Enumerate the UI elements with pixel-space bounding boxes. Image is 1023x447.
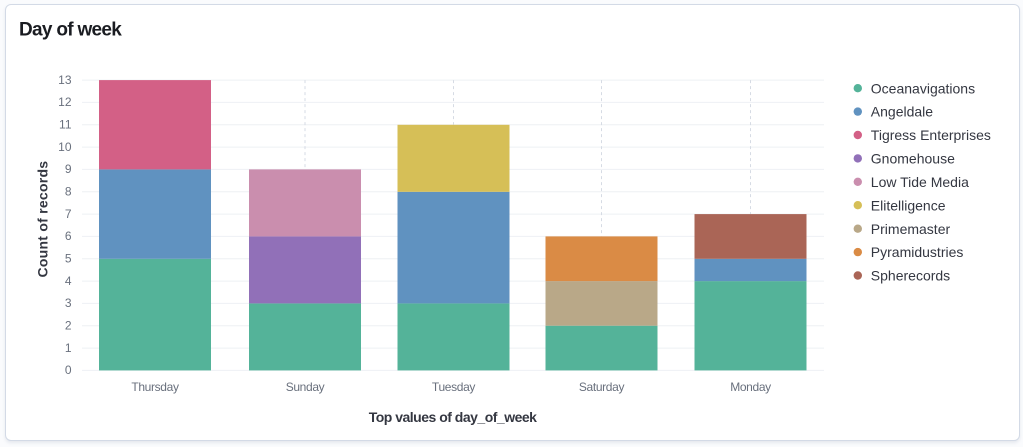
svg-text:11: 11 [59, 118, 72, 132]
svg-text:Thursday: Thursday [131, 380, 179, 394]
svg-text:5: 5 [65, 252, 72, 266]
svg-text:Pyramidustries: Pyramidustries [871, 244, 964, 260]
svg-text:Gnomehouse: Gnomehouse [871, 151, 955, 167]
svg-text:Angeldale: Angeldale [871, 104, 933, 120]
svg-text:Top values of day_of_week: Top values of day_of_week [369, 409, 537, 425]
svg-text:4: 4 [65, 274, 72, 288]
svg-text:Saturday: Saturday [579, 380, 625, 394]
svg-text:Spherecords: Spherecords [871, 268, 950, 284]
svg-text:7: 7 [65, 207, 72, 221]
svg-text:Elitelligence: Elitelligence [871, 197, 946, 213]
svg-text:Oceanavigations: Oceanavigations [871, 80, 975, 96]
svg-text:Primemaster: Primemaster [871, 221, 951, 237]
svg-text:3: 3 [65, 296, 72, 310]
svg-text:8: 8 [65, 185, 72, 199]
svg-text:Low Tide Media: Low Tide Media [871, 174, 969, 190]
svg-text:Tuesday: Tuesday [432, 380, 475, 394]
svg-text:12: 12 [58, 95, 72, 109]
svg-text:Sunday: Sunday [286, 380, 325, 394]
svg-text:9: 9 [65, 162, 72, 176]
svg-text:Tigress Enterprises: Tigress Enterprises [871, 127, 991, 143]
svg-text:1: 1 [65, 341, 72, 355]
svg-text:10: 10 [58, 140, 72, 154]
svg-text:13: 13 [58, 73, 72, 87]
svg-text:6: 6 [65, 229, 72, 243]
svg-text:Monday: Monday [730, 380, 771, 394]
svg-text:Day of week: Day of week [19, 20, 122, 41]
svg-text:Count of records: Count of records [35, 161, 51, 278]
svg-text:2: 2 [65, 319, 72, 333]
svg-text:0: 0 [65, 363, 72, 377]
